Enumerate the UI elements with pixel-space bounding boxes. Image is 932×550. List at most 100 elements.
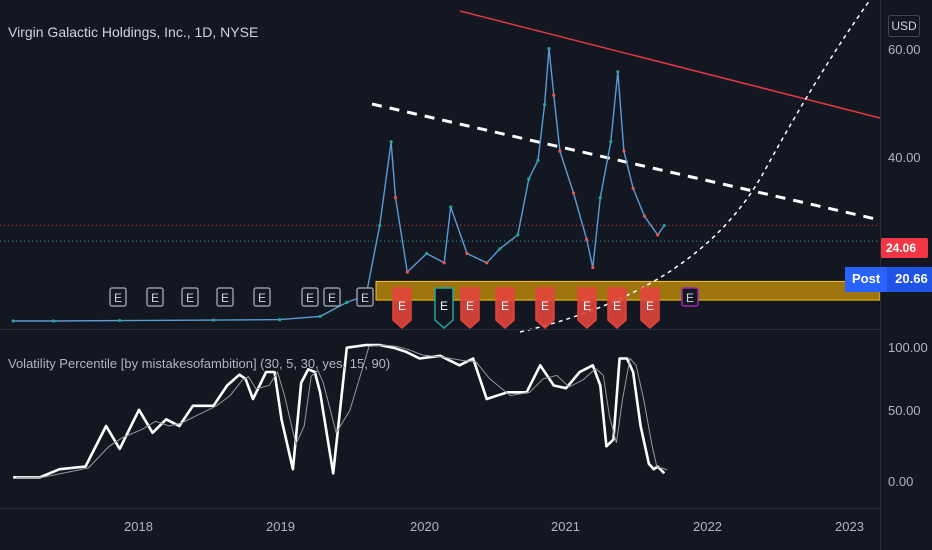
earnings-marker-label: E [361,291,369,305]
earnings-marker-box [607,287,627,330]
earnings-marker: E [109,287,127,307]
earnings-marker-label: E [686,291,694,305]
time-tick-2021: 2021 [551,519,580,534]
time-tick-2020: 2020 [410,519,439,534]
price-point [631,186,635,190]
price-point [527,177,531,181]
earnings-marker: E [356,287,374,307]
price-point [622,149,626,153]
earnings-marker: E [216,287,234,307]
earnings-marker: E [640,287,660,330]
price-point [51,319,56,323]
post-market-badge: Post 20.66 [845,267,932,292]
price-point [642,214,647,218]
earnings-marker-box [181,287,199,307]
price-point [598,196,602,200]
earnings-marker-box [460,287,480,330]
earnings-marker-label: E [466,299,474,313]
earnings-marker: E [495,287,515,330]
price-point [465,251,469,256]
earnings-marker-label: E [541,299,549,313]
time-tick-2022: 2022 [693,519,722,534]
price-pane: E E E E E E E EE E E E E E E EE [0,0,881,333]
earnings-marker-label: E [613,299,621,313]
earnings-marker-box [109,287,127,307]
price-point [118,318,122,323]
time-tick-2018: 2018 [124,519,153,534]
earnings-marker-box [253,287,271,307]
volatility-signal-line [16,344,668,478]
price-point [552,93,556,97]
indicator-tick: 50.00 [888,403,921,418]
earnings-marker-label: E [114,291,122,305]
price-point [393,196,398,200]
post-market-value: 20.66 [887,267,932,292]
indicator-pane [13,343,668,479]
earnings-marker: E [181,287,199,307]
price-point [571,191,576,195]
currency-label: USD [891,19,917,33]
earnings-marker: E [146,287,164,307]
earnings-marker-label: E [328,291,336,305]
price-point [318,314,322,318]
earnings-marker: E [301,287,319,307]
earnings-marker-label: E [583,299,591,313]
earnings-marker-label: E [440,299,448,313]
price-point [485,261,489,265]
price-point [442,261,446,265]
time-axis-divider [0,508,880,509]
price-point [662,223,666,228]
price-point [449,205,453,209]
earnings-marker-box [434,287,454,330]
earnings-marker-box [681,287,699,307]
price-point [11,319,15,323]
price-point [558,149,562,153]
time-tick-2019: 2019 [266,519,295,534]
price-tick: 40.00 [888,150,921,165]
price-point [547,47,551,51]
resistance-trendline [459,10,881,119]
earnings-marker-box [323,287,341,307]
price-point [585,237,589,242]
earnings-marker-label: E [186,291,194,305]
price-point [616,70,620,74]
earnings-marker-label: E [501,299,509,313]
earnings-marker-label: E [398,299,406,313]
price-point [211,318,216,322]
chart-title: Virgin Galactic Holdings, Inc., 1D, NYSE [8,24,259,40]
price-point [591,265,595,270]
earnings-marker-box [356,287,374,307]
price-point [405,270,409,274]
price-point [656,233,660,237]
earnings-marker-box [216,287,234,307]
earnings-marker-label: E [306,291,314,305]
earnings-marker-box [495,287,515,330]
indicator-title: Volatility Percentile [by mistakesofambi… [8,356,391,371]
earnings-marker: E [681,287,699,307]
post-market-label: Post [845,267,888,292]
earnings-marker: E [607,287,627,330]
price-point [345,300,349,304]
price-series-line [13,48,665,322]
price-point [378,223,382,228]
earnings-marker-box [146,287,164,307]
price-point [498,247,502,251]
price-point [609,140,613,144]
earnings-marker: E [460,287,480,330]
earnings-marker-box [392,287,412,330]
earnings-marker-label: E [258,291,266,305]
earnings-marker-box [535,287,555,330]
indicator-tick: 0.00 [888,474,914,489]
earnings-marker-box [577,287,597,330]
earnings-marker: E [323,287,341,307]
price-point [536,158,540,162]
volatility-percentile-line [13,343,666,479]
earnings-marker: E [253,287,271,307]
price-point [516,233,520,237]
earnings-marker-label: E [221,291,229,305]
last-price-badge: 24.06 [881,238,928,258]
earnings-marker-box [301,287,319,307]
currency-button[interactable]: USD [888,15,920,37]
